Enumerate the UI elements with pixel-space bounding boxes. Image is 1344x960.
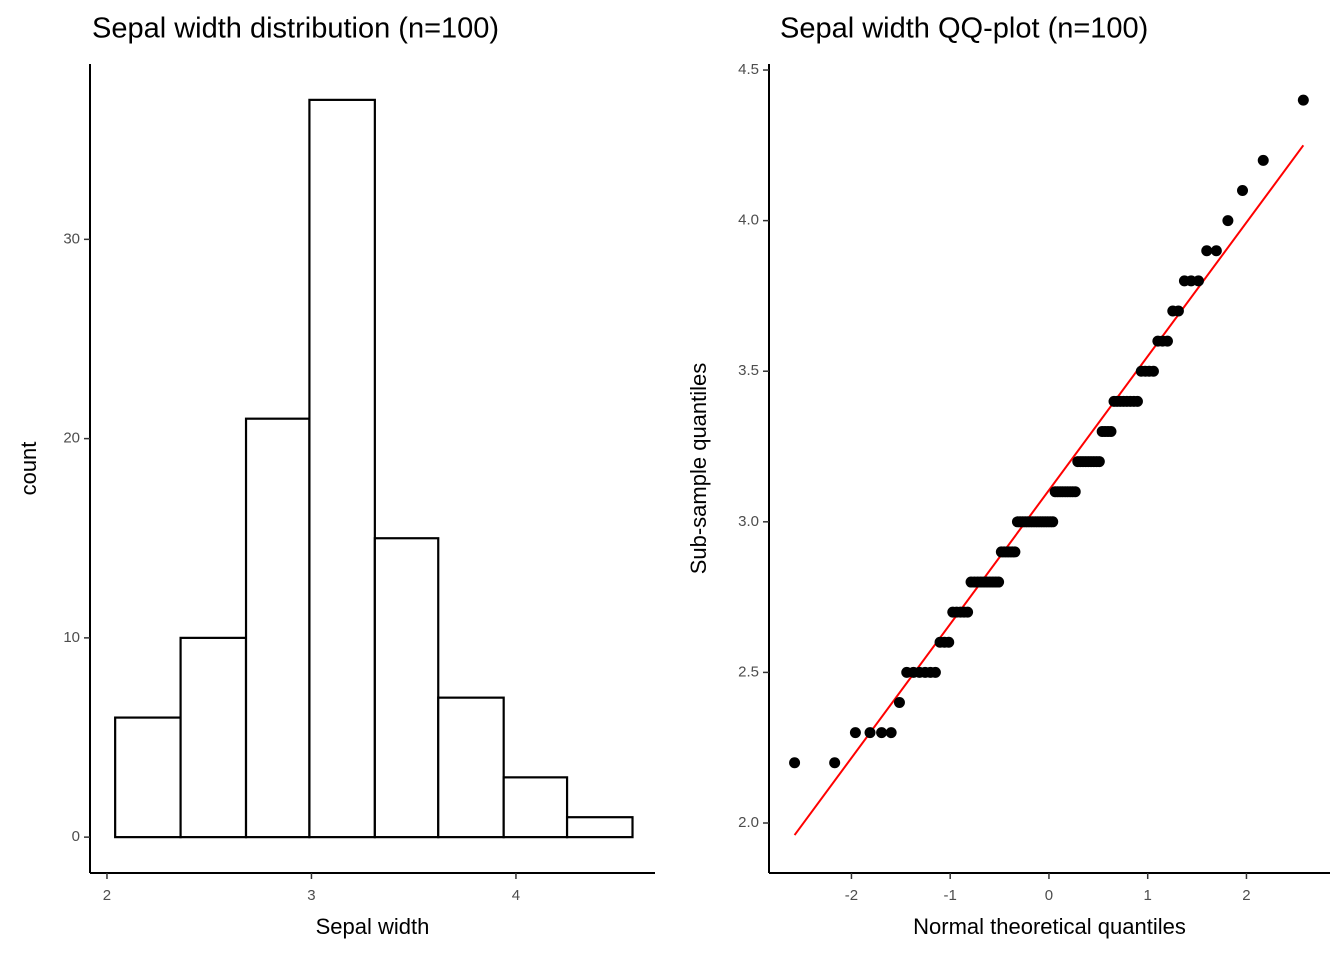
data-point [885, 727, 897, 739]
data-point [1210, 245, 1222, 257]
x-tick-label: -2 [845, 887, 858, 904]
histogram-bar [308, 98, 376, 839]
x-axis-title: Normal theoretical quantiles [913, 914, 1186, 939]
data-point [1131, 395, 1143, 407]
data-point [1161, 335, 1173, 347]
data-point [893, 697, 905, 709]
y-axis-title: Sub-sample quantiles [686, 363, 711, 575]
x-tick-label: -1 [944, 887, 957, 904]
histogram-bar [565, 816, 634, 839]
data-point [1147, 365, 1159, 377]
y-tick-label: 0 [72, 828, 80, 845]
data-point [1192, 275, 1204, 287]
x-tick-label: 1 [1144, 887, 1152, 904]
data-point [849, 727, 861, 739]
data-point [1237, 185, 1249, 197]
data-point [1093, 456, 1105, 468]
data-point [1105, 425, 1117, 437]
reference-line [793, 144, 1305, 836]
data-point [1201, 245, 1213, 257]
histogram-bar [179, 636, 248, 839]
y-tick-label: 3.0 [738, 513, 759, 530]
y-tick-label: 4.5 [738, 61, 759, 78]
x-tick-label: 2 [103, 887, 111, 904]
histogram-bar [502, 776, 569, 839]
data-point [1172, 305, 1184, 317]
data-point [864, 727, 876, 739]
y-axis-title: count [16, 442, 41, 496]
y-tick-label: 10 [63, 629, 80, 646]
y-tick-label: 2.0 [738, 814, 759, 831]
data-point [1047, 516, 1059, 528]
y-tick-label: 30 [63, 230, 80, 247]
data-point [829, 757, 841, 769]
y-tick-label: 2.5 [738, 663, 759, 680]
y-tick-label: 4.0 [738, 212, 759, 229]
chart-title: Sepal width distribution (n=100) [92, 13, 499, 45]
histogram-bar [114, 716, 182, 839]
x-axis-title: Sepal width [316, 914, 430, 939]
histogram-bar [244, 417, 311, 839]
chart-title: Sepal width QQ-plot (n=100) [780, 13, 1148, 45]
y-tick-label: 20 [63, 430, 80, 447]
data-point [1257, 154, 1269, 166]
data-point [943, 636, 955, 648]
data-point [876, 727, 888, 739]
histogram-bar [373, 537, 440, 839]
data-point [993, 576, 1005, 588]
x-tick-label: 0 [1045, 887, 1053, 904]
data-point [789, 757, 801, 769]
data-point [1222, 215, 1234, 227]
y-tick-label: 3.5 [738, 362, 759, 379]
data-point [929, 666, 941, 678]
x-tick-label: 3 [307, 887, 315, 904]
x-tick-label: 4 [512, 887, 520, 904]
x-tick-label: 2 [1242, 887, 1250, 904]
data-point [1297, 94, 1309, 106]
data-point [1009, 546, 1021, 558]
data-point [962, 606, 974, 618]
histogram-bar [437, 696, 505, 839]
data-point [1069, 486, 1081, 498]
